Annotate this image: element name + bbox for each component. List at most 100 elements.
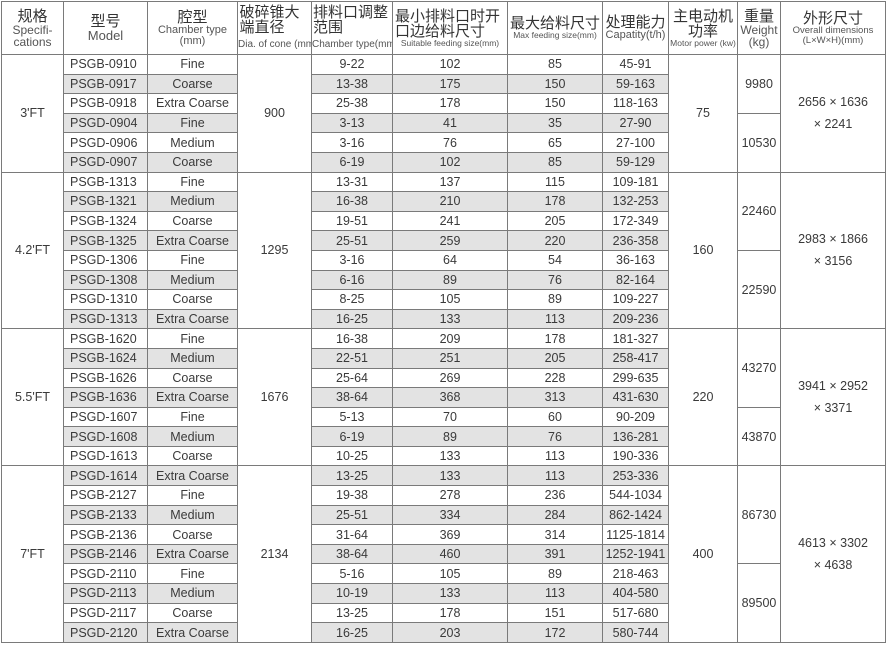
max-feed-size-cell: 313 [507,387,603,408]
weight-cell: 43270 [737,328,781,408]
chamber-type-cell: Extra Coarse [147,387,238,408]
discharge-range-cell: 31-64 [311,524,393,545]
capacity-cell: 109-181 [602,171,669,193]
max-feed-size-cell: 89 [507,289,603,310]
discharge-range-cell: 13-38 [311,73,393,95]
header-model: 型号 Model [63,1,148,55]
table-row: PSGD-1313 Extra Coarse 16-25 133 113 209-236 [2,308,886,330]
header-weight: 重量 Weight (kg) [737,1,781,55]
chamber-type-cell: Fine [147,54,238,75]
table-row: PSGD-0906 Medium 3-16 76 65 27-100 [2,132,886,153]
capacity-cell: 90-209 [602,406,669,428]
capacity-cell: 1252-1941 [602,543,669,565]
capacity-cell: 59-163 [602,73,669,95]
min-feed-size-cell: 368 [392,387,508,408]
model-cell: PSGD-1308 [63,269,148,291]
model-cell: PSGB-1313 [63,171,148,193]
motor-power-cell: 75 [668,54,738,173]
chamber-type-cell: Extra Coarse [147,308,238,330]
capacity-cell: 118-163 [602,93,669,114]
max-feed-size-cell: 178 [507,328,603,349]
max-feed-size-cell: 314 [507,524,603,545]
capacity-cell: 218-463 [602,563,669,585]
chamber-type-cell: Coarse [147,602,238,624]
max-feed-size-cell: 60 [507,406,603,428]
min-feed-size-cell: 133 [392,465,508,487]
min-feed-size-cell: 269 [392,367,508,389]
discharge-range-cell: 13-25 [311,465,393,487]
min-feed-size-cell: 251 [392,347,508,369]
min-feed-size-cell: 133 [392,445,508,467]
chamber-type-cell: Medium [147,347,238,369]
min-feed-size-cell: 105 [392,289,508,310]
max-feed-size-cell: 236 [507,485,603,506]
chamber-type-cell: Extra Coarse [147,622,238,643]
max-feed-size-cell: 35 [507,112,603,134]
model-cell: PSGD-2110 [63,563,148,585]
chamber-type-cell: Fine [147,563,238,585]
discharge-range-cell: 38-64 [311,387,393,408]
min-feed-size-cell: 89 [392,426,508,447]
discharge-range-cell: 25-51 [311,230,393,251]
weight-cell: 43870 [737,406,781,467]
model-cell: PSGD-1310 [63,289,148,310]
discharge-range-cell: 5-13 [311,406,393,428]
chamber-type-cell: Medium [147,583,238,604]
model-cell: PSGD-1608 [63,426,148,447]
capacity-cell: 580-744 [602,622,669,643]
model-cell: PSGD-1306 [63,249,148,271]
discharge-range-cell: 13-31 [311,171,393,193]
spec-cell: 7'FT [1,465,64,643]
min-feed-size-cell: 76 [392,132,508,153]
dia-cell: 1676 [237,328,312,467]
header-range: 排料口调整范围 Chamber type(mm) [311,1,393,55]
header-min-feed: 最小排料口时开口边给料尺寸 Suitable feeding size(mm) [392,1,508,55]
discharge-range-cell: 6-19 [311,426,393,447]
model-cell: PSGB-2146 [63,543,148,565]
capacity-cell: 132-253 [602,191,669,212]
min-feed-size-cell: 137 [392,171,508,193]
table-row: PSGD-2117 Coarse 13-25 178 151 517-680 [2,602,886,624]
model-cell: PSGB-0910 [63,54,148,75]
chamber-type-cell: Coarse [147,151,238,173]
min-feed-size-cell: 178 [392,93,508,114]
max-feed-size-cell: 85 [507,151,603,173]
discharge-range-cell: 5-16 [311,563,393,585]
model-cell: PSGB-2136 [63,524,148,545]
max-feed-size-cell: 220 [507,230,603,251]
weight-cell: 10530 [737,112,781,173]
dimensions-line: 4613 × 3302 [798,536,868,551]
capacity-cell: 1125-1814 [602,524,669,545]
chamber-type-cell: Extra Coarse [147,230,238,251]
discharge-range-cell: 3-16 [311,249,393,271]
max-feed-size-cell: 76 [507,269,603,291]
table-row: PSGD-1310 Coarse 8-25 105 89 109-227 [2,289,886,310]
chamber-type-cell: Fine [147,171,238,193]
chamber-type-cell: Fine [147,249,238,271]
model-cell: PSGD-2113 [63,583,148,604]
discharge-range-cell: 13-25 [311,602,393,624]
max-feed-size-cell: 178 [507,191,603,212]
min-feed-size-cell: 70 [392,406,508,428]
max-feed-size-cell: 89 [507,563,603,585]
table-row: PSGB-2146 Extra Coarse 38-64 460 391 1252-194… [2,543,886,565]
motor-power-cell: 160 [668,171,738,330]
table-row: PSGD-0904 Fine 3-13 41 35 27-90 10530 [2,112,886,173]
header-spec: 规格 Specifi-cations [1,1,64,55]
min-feed-size-cell: 460 [392,543,508,565]
table-row: PSGD-1608 Medium 6-19 89 76 136-281 [2,426,886,447]
motor-power-cell: 400 [668,465,738,643]
discharge-range-cell: 16-25 [311,308,393,330]
dimensions-cell: 3941 × 2952 × 3371 [780,328,886,467]
chamber-type-cell: Fine [147,485,238,506]
capacity-cell: 209-236 [602,308,669,330]
dimensions-line: 3941 × 2952 [798,379,868,394]
discharge-range-cell: 3-16 [311,132,393,153]
max-feed-size-cell: 391 [507,543,603,565]
chamber-type-cell: Fine [147,328,238,349]
weight-cell: 9980 [737,54,781,114]
min-feed-size-cell: 102 [392,54,508,75]
table-row: PSGD-2120 Extra Coarse 16-25 203 172 580-744 [2,622,886,643]
table-row: PSGD-2113 Medium 10-19 133 113 404-580 [2,583,886,604]
